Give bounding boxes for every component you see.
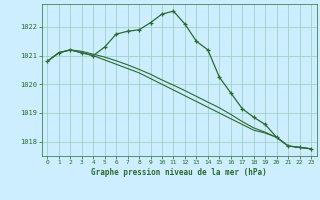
X-axis label: Graphe pression niveau de la mer (hPa): Graphe pression niveau de la mer (hPa) [91,168,267,177]
